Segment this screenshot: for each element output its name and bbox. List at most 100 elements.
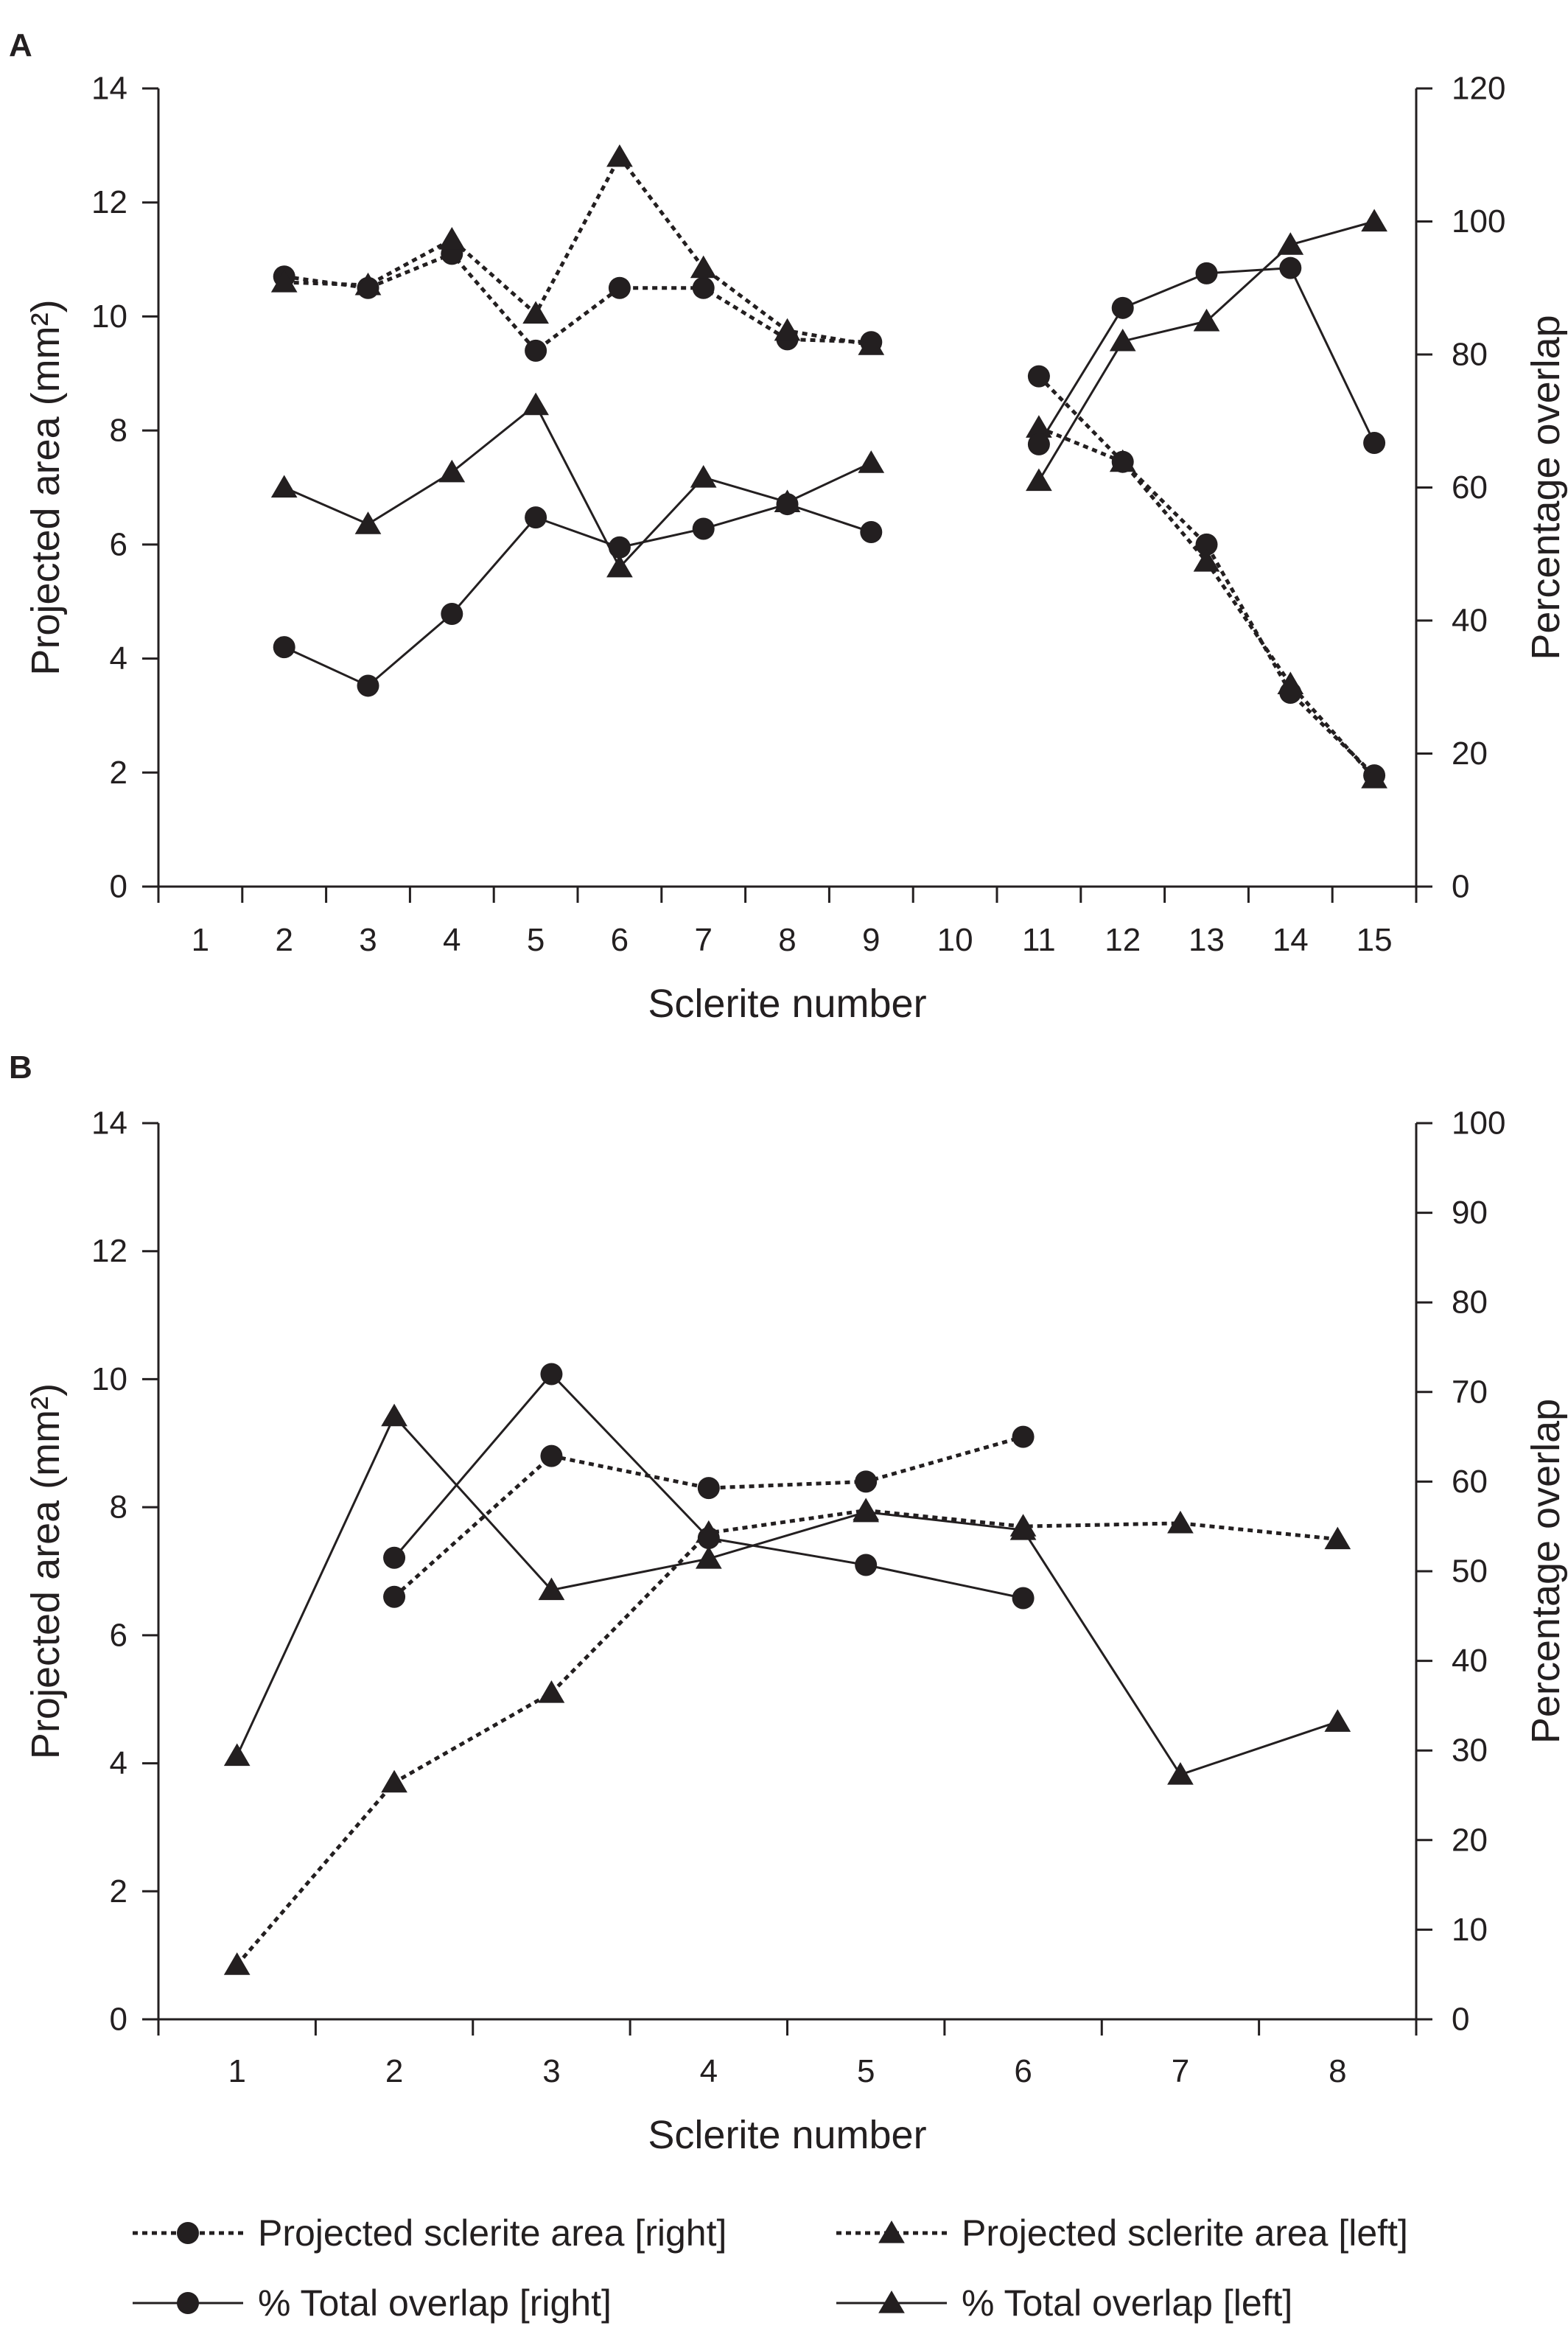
y-tick-label-left: 0	[110, 869, 127, 905]
data-point-triangle	[1109, 449, 1136, 472]
data-point-triangle	[695, 1545, 722, 1569]
x-tick-label: 8	[1329, 2053, 1346, 2089]
data-point-circle	[1111, 296, 1134, 319]
data-point-circle	[608, 536, 631, 559]
series-overlap-right	[273, 256, 1386, 697]
data-point-triangle	[1009, 1517, 1037, 1540]
y-axis-title-left: Projected area (mm²)	[24, 299, 68, 675]
x-tick-label: 7	[1172, 2053, 1189, 2089]
series-area-right	[273, 242, 1386, 787]
y-tick-label-right: 20	[1452, 1822, 1488, 1858]
data-point-circle	[441, 602, 463, 625]
y-tick-label-left: 14	[91, 1105, 127, 1142]
y-tick-label-right: 100	[1452, 1105, 1505, 1142]
data-point-triangle	[1026, 468, 1052, 492]
y-axis-title-right: Percentage overlap	[1524, 315, 1568, 660]
data-point-circle	[1195, 262, 1218, 284]
data-point-circle	[855, 1554, 878, 1576]
data-point-circle	[1012, 1587, 1035, 1610]
x-tick-label: 6	[1014, 2053, 1032, 2089]
legend-marker-triangle	[878, 2221, 905, 2243]
series-area-right	[383, 1425, 1035, 1608]
data-point-triangle	[1277, 671, 1304, 694]
data-point-triangle	[438, 459, 466, 483]
data-point-circle	[855, 1470, 878, 1493]
x-tick-label: 4	[700, 2053, 718, 2089]
data-point-circle	[608, 276, 631, 299]
y-tick-label-left: 8	[110, 1489, 127, 1526]
panel-a: A1 2 3 4 5 6 7 8 9 10 11 12 13 14 15024681012140204060…	[9, 27, 1568, 1026]
data-point-triangle	[606, 144, 633, 167]
x-tick-label: 11	[1022, 922, 1056, 958]
x-tick-label: 9	[862, 922, 880, 958]
data-point-triangle	[270, 270, 298, 293]
x-tick-label: 4	[443, 922, 461, 958]
y-axis-title-right: Percentage overlap	[1524, 1399, 1568, 1744]
y-tick-label-left: 6	[110, 526, 127, 562]
y-tick-label-right: 100	[1452, 203, 1505, 240]
data-point-triangle	[270, 475, 298, 498]
y-tick-label-left: 12	[91, 184, 127, 220]
x-tick-label: 5	[527, 922, 545, 958]
data-point-triangle	[522, 392, 549, 416]
x-tick-label: 5	[857, 2053, 875, 2089]
legend-entry-area-right: Projected sclerite area [right]	[133, 2212, 727, 2254]
y-tick-label-right: 90	[1452, 1195, 1488, 1231]
data-point-triangle	[853, 1499, 880, 1523]
data-point-circle	[1363, 432, 1386, 455]
legend-label: % Total overlap [left]	[962, 2282, 1292, 2324]
y-tick-label-right: 50	[1452, 1554, 1488, 1590]
x-tick-label: 8	[778, 922, 796, 958]
y-tick-label-right: 80	[1452, 337, 1488, 373]
y-tick-label-right: 60	[1452, 469, 1488, 506]
data-point-circle	[697, 1477, 720, 1500]
legend-entry-overlap-right: % Total overlap [right]	[133, 2282, 612, 2324]
data-point-triangle	[774, 318, 801, 341]
data-point-triangle	[1193, 549, 1220, 572]
data-point-circle	[692, 517, 715, 540]
x-tick-label: 10	[937, 922, 973, 958]
series-area-left	[270, 144, 1387, 789]
y-tick-label-left: 2	[110, 1873, 127, 1910]
data-point-circle	[357, 674, 379, 697]
data-point-triangle	[1277, 232, 1304, 255]
series-overlap-left	[270, 209, 1387, 578]
series-overlap-left	[223, 1403, 1351, 1785]
x-tick-label: 3	[542, 2053, 560, 2089]
y-tick-label-right: 120	[1452, 71, 1505, 107]
data-point-triangle	[538, 1577, 565, 1601]
data-point-circle	[1027, 365, 1050, 388]
y-tick-label-left: 12	[91, 1233, 127, 1269]
data-point-triangle	[354, 272, 382, 296]
data-point-triangle	[381, 1403, 407, 1427]
data-point-circle	[273, 636, 295, 659]
data-point-circle	[525, 506, 547, 529]
data-point-triangle	[522, 301, 549, 324]
y-tick-label-right: 60	[1452, 1464, 1488, 1500]
data-point-triangle	[858, 332, 885, 355]
data-point-circle	[860, 520, 883, 543]
legend-label: Projected sclerite area [left]	[962, 2212, 1408, 2254]
series-line	[1037, 220, 1375, 482]
y-tick-label-left: 14	[91, 71, 127, 107]
data-point-triangle	[690, 464, 717, 488]
y-tick-label-left: 4	[110, 640, 127, 677]
y-tick-label-right: 80	[1452, 1285, 1488, 1321]
x-tick-label: 1	[192, 922, 209, 958]
legend: Projected sclerite area [right] Projected…	[133, 2212, 1408, 2324]
series-line	[1037, 374, 1376, 777]
y-tick-label-left: 0	[110, 2002, 127, 2038]
data-point-triangle	[381, 1769, 407, 1793]
y-tick-label-left: 2	[110, 755, 127, 791]
legend-entry-overlap-left: % Total overlap [left]	[836, 2282, 1292, 2324]
panel-b: B1 2 3 4 5 6 7 80246810121401020304050607080901…	[9, 1049, 1568, 2157]
y-tick-label-right: 10	[1452, 1912, 1488, 1948]
data-point-circle	[1012, 1425, 1035, 1448]
data-point-triangle	[606, 554, 633, 578]
data-point-triangle	[1324, 1709, 1351, 1732]
data-point-circle	[1027, 433, 1050, 455]
data-point-triangle	[438, 226, 466, 250]
legend-marker-triangle	[878, 2291, 905, 2313]
x-tick-label: 6	[611, 922, 629, 958]
data-point-circle	[540, 1363, 563, 1386]
